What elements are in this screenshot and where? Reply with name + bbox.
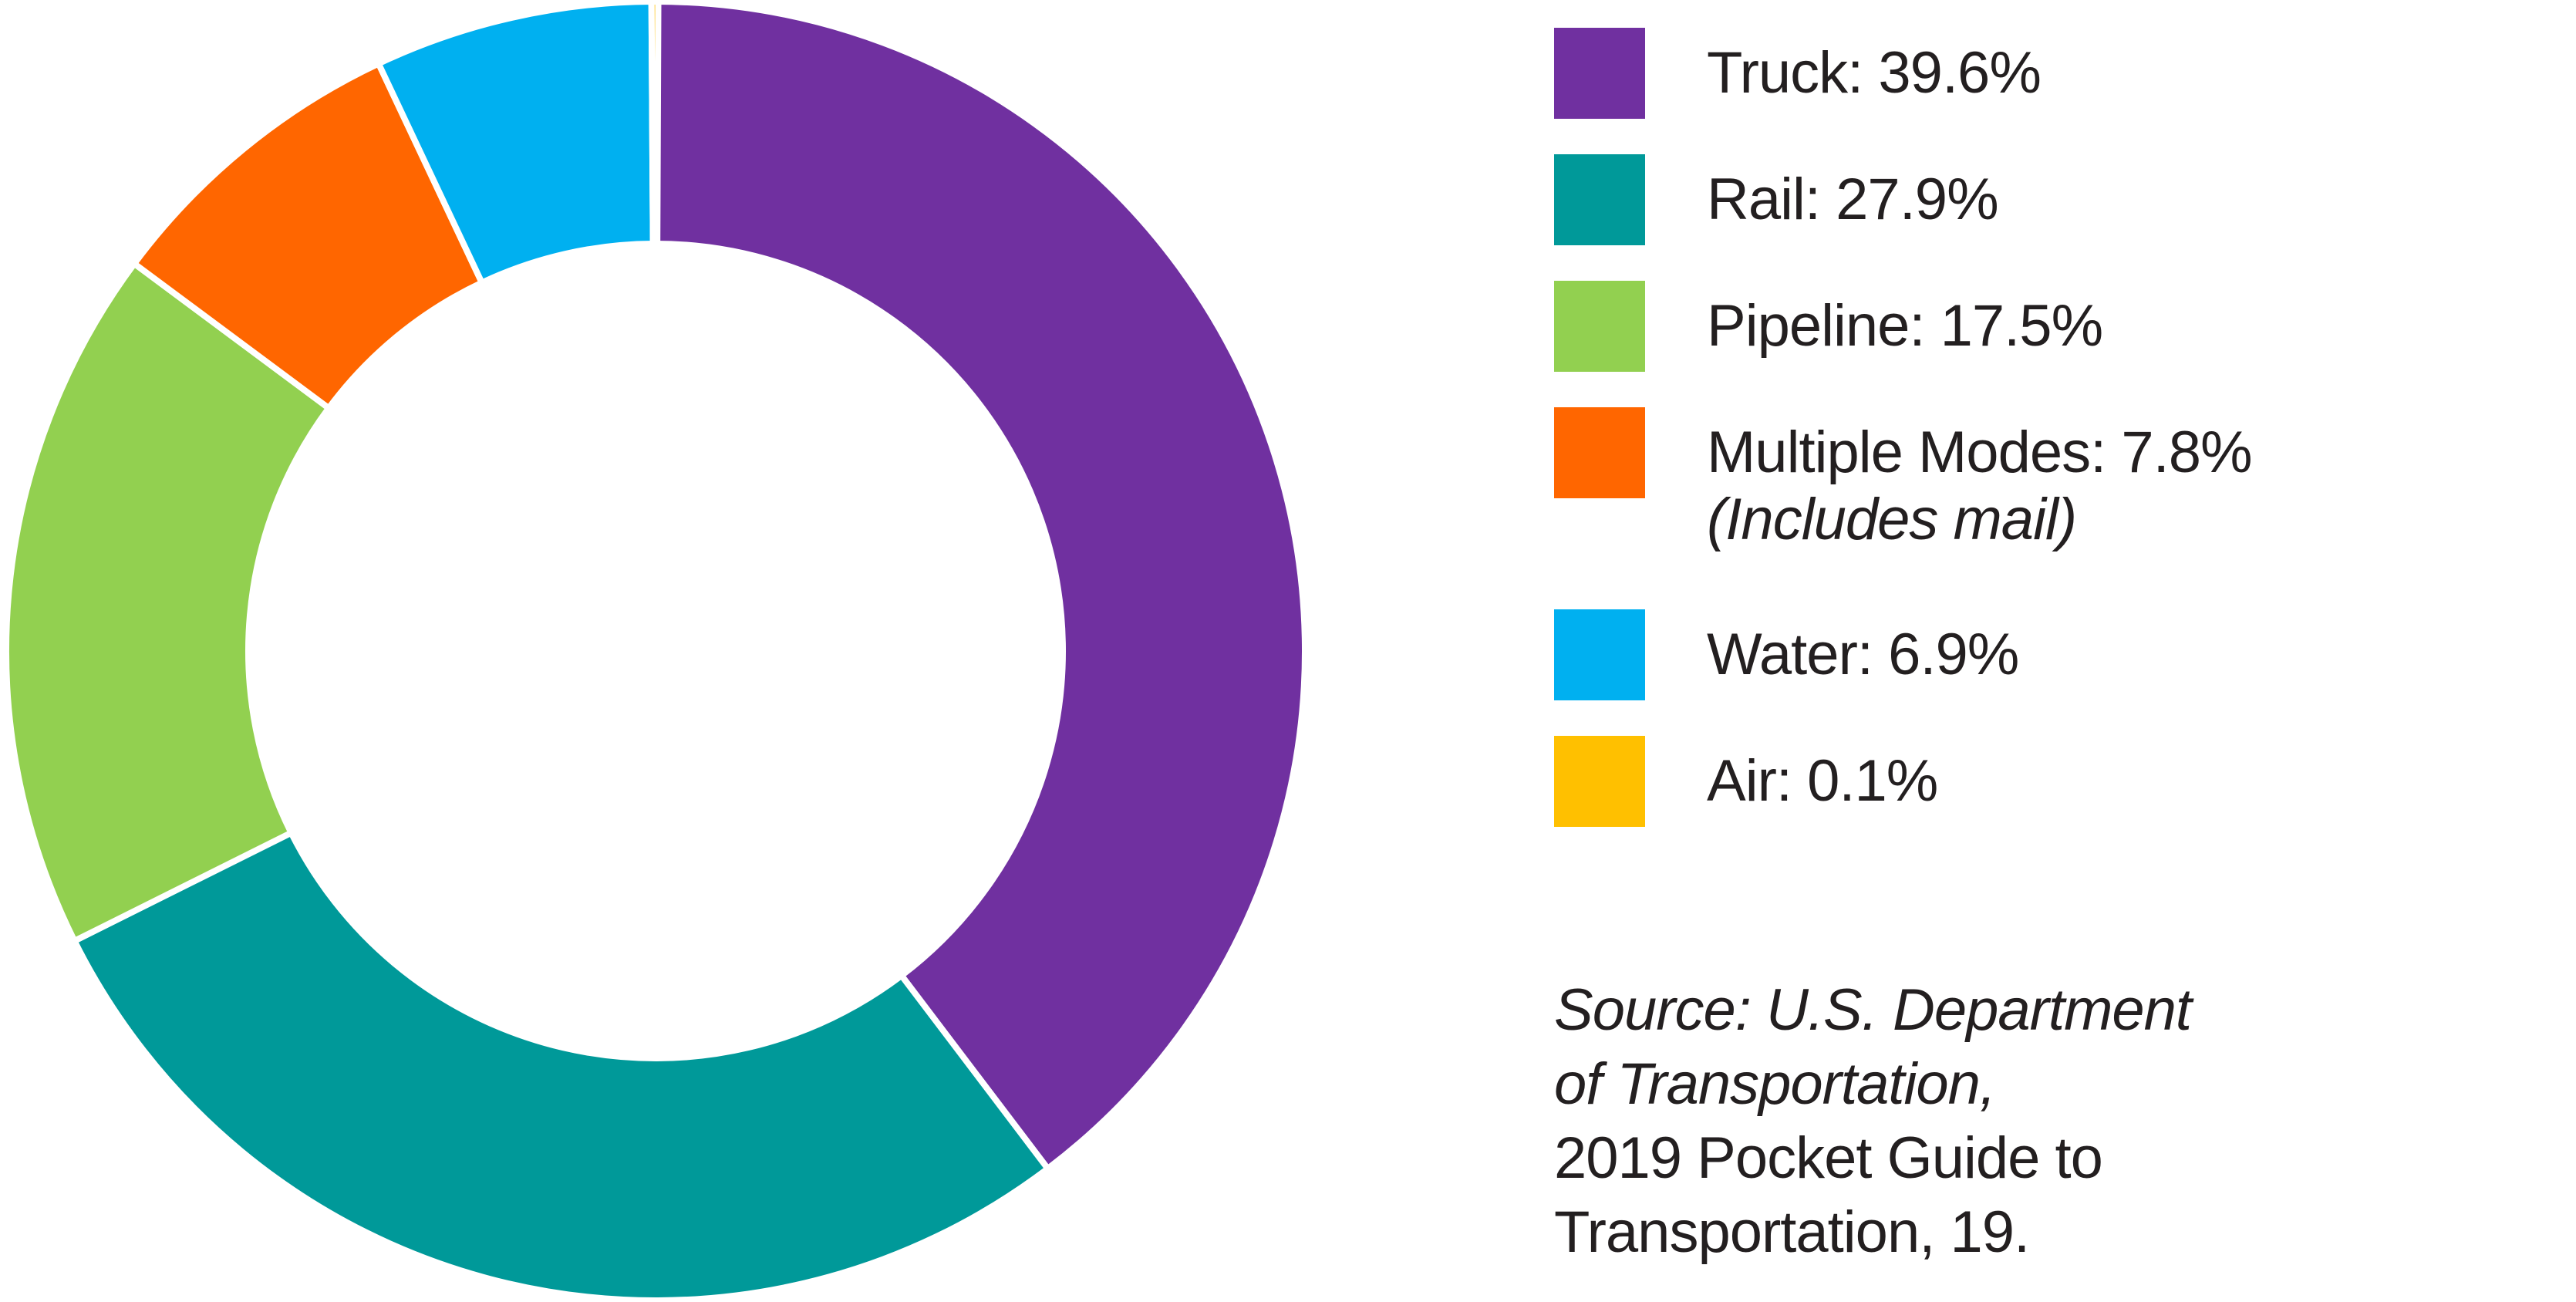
source-citation: Source: U.S. Department of Transportatio… — [1554, 973, 2192, 1270]
legend-label-multiple-modes-wrap: Multiple Modes: 7.8% (Includes mail) — [1707, 407, 2253, 552]
legend-item-water: Water: 6.9% — [1554, 609, 2019, 700]
legend-item-multiple-modes: Multiple Modes: 7.8% (Includes mail) — [1554, 407, 2253, 552]
donut-slice-rail — [70, 828, 1053, 1302]
source-line-3: 2019 Pocket Guide to — [1554, 1125, 2103, 1191]
donut-slice-air — [648, 0, 662, 248]
legend-item-pipeline: Pipeline: 17.5% — [1554, 281, 2103, 372]
donut-slice-pipeline — [3, 259, 333, 946]
source-line-4: Transportation, 19. — [1554, 1199, 2030, 1265]
legend-label-air: Air: 0.1% — [1707, 748, 1938, 814]
donut-slice-truck — [652, 0, 1308, 1173]
donut-chart — [3, 0, 1308, 1302]
legend-label-water: Water: 6.9% — [1707, 622, 2019, 687]
legend-label-pipeline: Pipeline: 17.5% — [1707, 293, 2103, 359]
source-line-2: of Transportation, — [1554, 1051, 1996, 1117]
legend-swatch-multiple-modes — [1554, 407, 1645, 498]
legend-label-multiple-modes: Multiple Modes: 7.8% — [1707, 420, 2253, 485]
legend-item-truck: Truck: 39.6% — [1554, 28, 2042, 119]
legend-swatch-air — [1554, 736, 1645, 827]
legend-swatch-water — [1554, 609, 1645, 700]
legend-item-air: Air: 0.1% — [1554, 736, 1938, 827]
legend-label-truck: Truck: 39.6% — [1707, 40, 2042, 106]
legend-swatch-truck — [1554, 28, 1645, 119]
legend-swatch-rail — [1554, 154, 1645, 245]
legend-swatch-pipeline — [1554, 281, 1645, 372]
source-line-1: Source: U.S. Department — [1554, 977, 2192, 1043]
legend-label-rail: Rail: 27.9% — [1707, 167, 1999, 232]
legend-note-includes-mail: (Includes mail) — [1707, 487, 2077, 552]
legend-item-rail: Rail: 27.9% — [1554, 154, 1999, 245]
